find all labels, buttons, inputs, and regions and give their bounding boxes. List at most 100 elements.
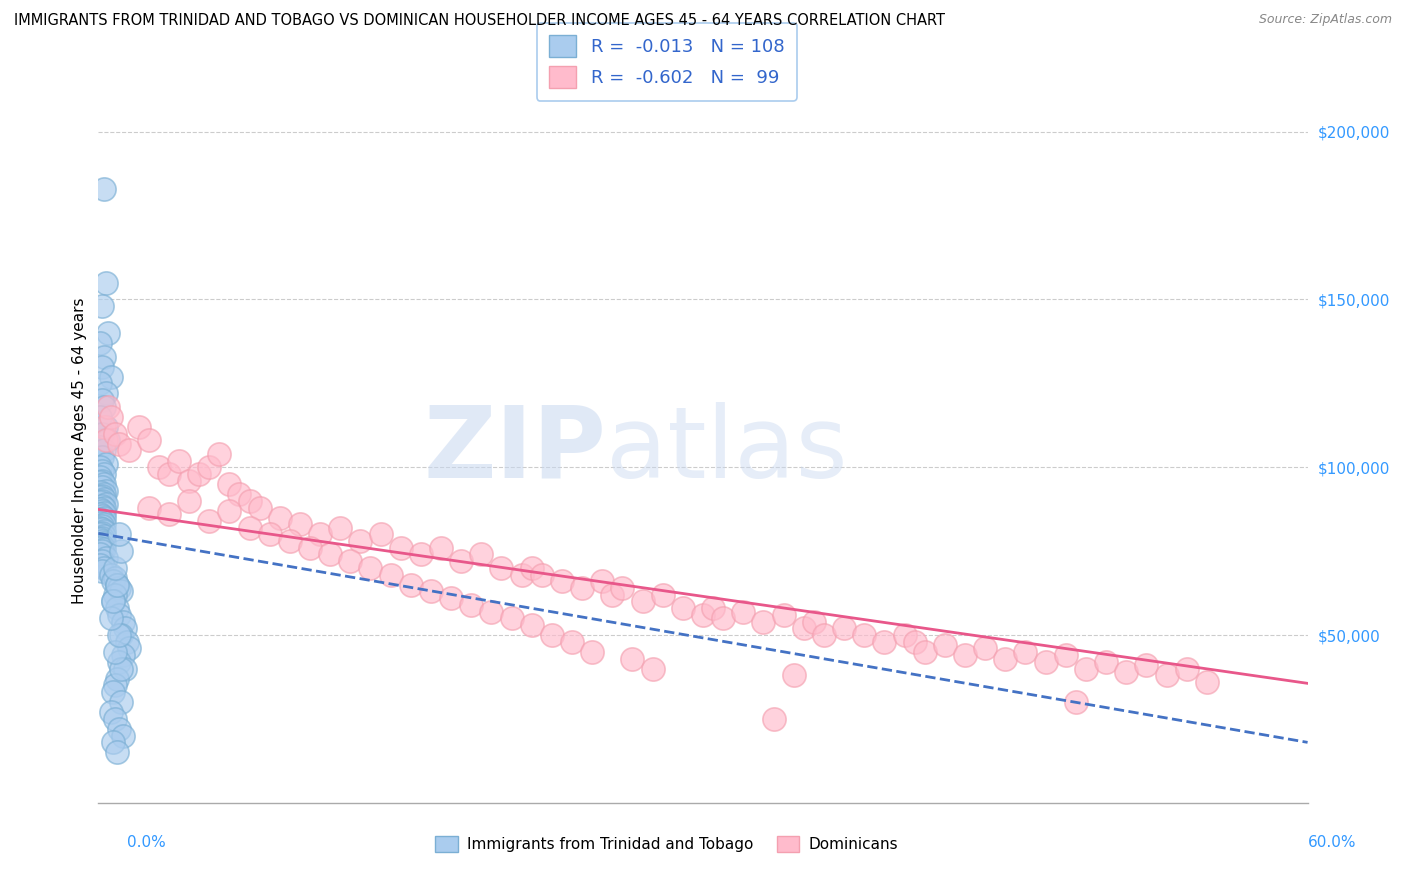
Point [1135, 658, 1157, 673]
Point [101, 594, 124, 608]
Point [198, 460, 221, 475]
Text: ZIP: ZIP [423, 402, 606, 499]
Point [110, 695, 132, 709]
Point [974, 641, 997, 656]
Text: 0.0%: 0.0% [127, 836, 166, 850]
Point [299, 541, 322, 555]
Point [93, 477, 115, 491]
Point [89, 376, 111, 391]
Point [89, 491, 111, 505]
Point [107, 607, 129, 622]
Text: atlas: atlas [606, 402, 848, 499]
Point [319, 548, 342, 562]
Point [89, 502, 111, 516]
Point [107, 722, 129, 736]
Point [96, 457, 118, 471]
Point [107, 655, 129, 669]
Point [329, 521, 352, 535]
Point [501, 611, 523, 625]
Point [91, 450, 114, 465]
Point [89, 537, 111, 551]
Point [914, 645, 936, 659]
Point [631, 594, 654, 608]
Point [711, 611, 734, 625]
Point [1115, 665, 1137, 679]
Point [470, 548, 492, 562]
Point [103, 426, 125, 441]
Point [772, 607, 794, 622]
Point [440, 591, 463, 606]
Point [103, 588, 125, 602]
Y-axis label: Householder Income Ages 45 - 64 years: Householder Income Ages 45 - 64 years [72, 297, 87, 604]
Point [96, 420, 118, 434]
Point [91, 480, 114, 494]
Point [591, 574, 613, 589]
Point [339, 554, 361, 568]
Point [399, 577, 422, 591]
Point [612, 581, 634, 595]
Point [571, 581, 593, 595]
Point [89, 527, 111, 541]
Point [288, 517, 311, 532]
Point [97, 400, 120, 414]
Point [481, 605, 503, 619]
Point [89, 440, 111, 454]
Point [93, 487, 115, 501]
Point [510, 567, 533, 582]
Point [103, 678, 125, 692]
Point [89, 548, 111, 562]
Point [105, 672, 128, 686]
Point [89, 409, 111, 424]
Point [651, 588, 673, 602]
Point [188, 467, 211, 481]
Point [110, 544, 132, 558]
Point [93, 400, 115, 414]
Point [91, 534, 114, 549]
Point [110, 584, 132, 599]
Point [96, 483, 118, 498]
Point [179, 493, 201, 508]
Point [93, 420, 115, 434]
Point [101, 735, 124, 749]
Point [93, 182, 115, 196]
Point [1035, 655, 1057, 669]
Point [91, 489, 114, 503]
Point [380, 567, 402, 582]
Point [138, 434, 160, 448]
Point [93, 529, 115, 543]
Point [953, 648, 976, 662]
Point [89, 533, 111, 547]
Point [91, 508, 114, 523]
Point [91, 474, 114, 488]
Point [389, 541, 412, 555]
Point [409, 548, 432, 562]
Point [89, 541, 111, 555]
Point [349, 534, 371, 549]
Point [91, 464, 114, 478]
Point [641, 662, 664, 676]
Point [91, 554, 114, 568]
Point [91, 493, 114, 508]
Point [100, 611, 122, 625]
Point [551, 574, 574, 589]
Point [105, 577, 128, 591]
Point [179, 474, 201, 488]
Point [91, 564, 114, 578]
Point [100, 705, 122, 719]
Point [91, 504, 114, 518]
Point [91, 426, 114, 441]
Point [893, 628, 915, 642]
Point [793, 621, 815, 635]
Point [752, 615, 775, 629]
Point [118, 443, 141, 458]
Point [96, 550, 118, 565]
Point [89, 516, 111, 530]
Point [540, 628, 562, 642]
Point [93, 467, 115, 481]
Point [114, 662, 136, 676]
Point [100, 369, 122, 384]
Point [460, 598, 482, 612]
Point [93, 517, 115, 532]
Point [813, 628, 835, 642]
Point [91, 499, 114, 513]
